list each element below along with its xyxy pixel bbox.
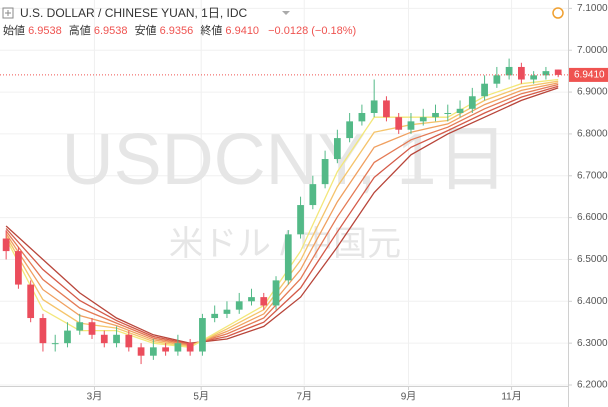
candle-body	[100, 334, 108, 344]
candle-body	[248, 297, 255, 302]
candle-body	[321, 159, 329, 185]
candle-body	[530, 75, 538, 80]
candle-body	[358, 112, 366, 122]
candle-body	[370, 100, 378, 113]
candle-body	[407, 121, 415, 130]
y-tick-label: 6.7000	[577, 170, 608, 181]
watermark-symbol: USDCNY, 1日	[62, 120, 509, 200]
ribbon-line	[5, 82, 559, 347]
x-tick-label: 7月	[296, 391, 312, 403]
candle-body	[505, 66, 513, 76]
y-tick-label: 6.9000	[577, 87, 608, 98]
candle-body	[493, 75, 501, 84]
candle-body	[383, 100, 390, 118]
x-tick-label: 5月	[193, 391, 209, 403]
candle-body	[518, 66, 525, 80]
y-tick-label: 6.4000	[577, 296, 608, 307]
x-tick-label: 11月	[501, 391, 521, 403]
candle-body	[27, 284, 35, 319]
ohlc-legend: 始値 6.9538 高値 6.9538 安値 6.9356 終値 6.9410 …	[3, 23, 356, 37]
candle-body	[309, 184, 317, 206]
y-tick-label: 7.1000	[577, 3, 608, 14]
candle-body	[125, 334, 133, 348]
candle-body	[444, 112, 452, 114]
candle-body	[113, 334, 120, 344]
high-label: 高値	[69, 23, 91, 37]
candle-body	[162, 347, 169, 352]
collapse-icon-plus	[5, 10, 11, 16]
candle-body	[15, 251, 22, 285]
candle-body	[481, 83, 488, 97]
candle-body	[542, 71, 550, 76]
candle-body	[456, 108, 464, 113]
axes: 6.2000 6.3000 6.4000 6.5000 6.6000 6.7000 6.80…	[87, 3, 608, 403]
candle-body	[297, 205, 304, 235]
candle-body	[432, 112, 439, 118]
candle-body	[395, 117, 403, 130]
y-tick-label: 6.6000	[577, 212, 608, 223]
candle-body	[2, 238, 10, 252]
chart-title: U.S. DOLLAR / CHINESE YUAN, 1日, IDC	[20, 6, 248, 20]
candle-body	[137, 347, 145, 356]
open-value: 6.9538	[28, 25, 62, 37]
x-tick-label: 9月	[401, 391, 417, 403]
open-label: 始値	[3, 23, 25, 37]
ribbons	[5, 78, 559, 348]
high-value: 6.9538	[94, 25, 128, 37]
y-tick-label: 7.0000	[577, 45, 608, 56]
ribbon-line	[5, 78, 559, 348]
candle-body	[554, 69, 562, 75]
close-value: 6.9410	[225, 25, 259, 37]
candle-body	[76, 322, 84, 331]
candle-body	[211, 313, 219, 319]
close-label: 終値	[200, 24, 222, 37]
candle-body	[284, 234, 292, 281]
candle-body	[51, 343, 59, 345]
last-price-label: 6.9410	[574, 70, 605, 81]
candle-body	[272, 280, 280, 306]
candle-body	[333, 138, 341, 160]
candle-body	[149, 347, 157, 356]
candle-body	[39, 318, 47, 344]
last-price-badge	[569, 67, 608, 82]
low-label: 安値	[135, 24, 157, 37]
change: −0.0128 (−0.18%)	[268, 25, 356, 37]
y-tick-label: 6.5000	[577, 254, 608, 265]
low-value: 6.9356	[160, 25, 194, 37]
candle-body	[235, 301, 243, 310]
candle-body	[199, 318, 206, 352]
settings-icon[interactable]	[552, 7, 564, 19]
ribbon-line	[5, 83, 559, 346]
candle-body	[419, 117, 427, 122]
ribbon-line	[5, 80, 559, 348]
candle-body	[346, 121, 354, 139]
candle-body	[88, 322, 96, 335]
y-tick-label: 6.8000	[577, 129, 608, 140]
y-tick-label: 6.3000	[577, 338, 608, 349]
candles	[2, 58, 562, 365]
y-tick-label: 6.2000	[577, 380, 608, 391]
candle-body	[223, 309, 231, 314]
candle-body	[468, 96, 476, 109]
ribbon-line	[5, 85, 559, 345]
candle-body	[186, 343, 194, 352]
collapse-icon[interactable]	[2, 7, 14, 19]
candle-body	[260, 297, 268, 306]
ribbon-line	[5, 87, 559, 344]
x-tick-label: 3月	[87, 391, 103, 403]
candle-body	[64, 330, 71, 344]
title-menu[interactable]	[282, 11, 290, 15]
candle-body	[174, 343, 182, 352]
grid	[0, 0, 568, 386]
